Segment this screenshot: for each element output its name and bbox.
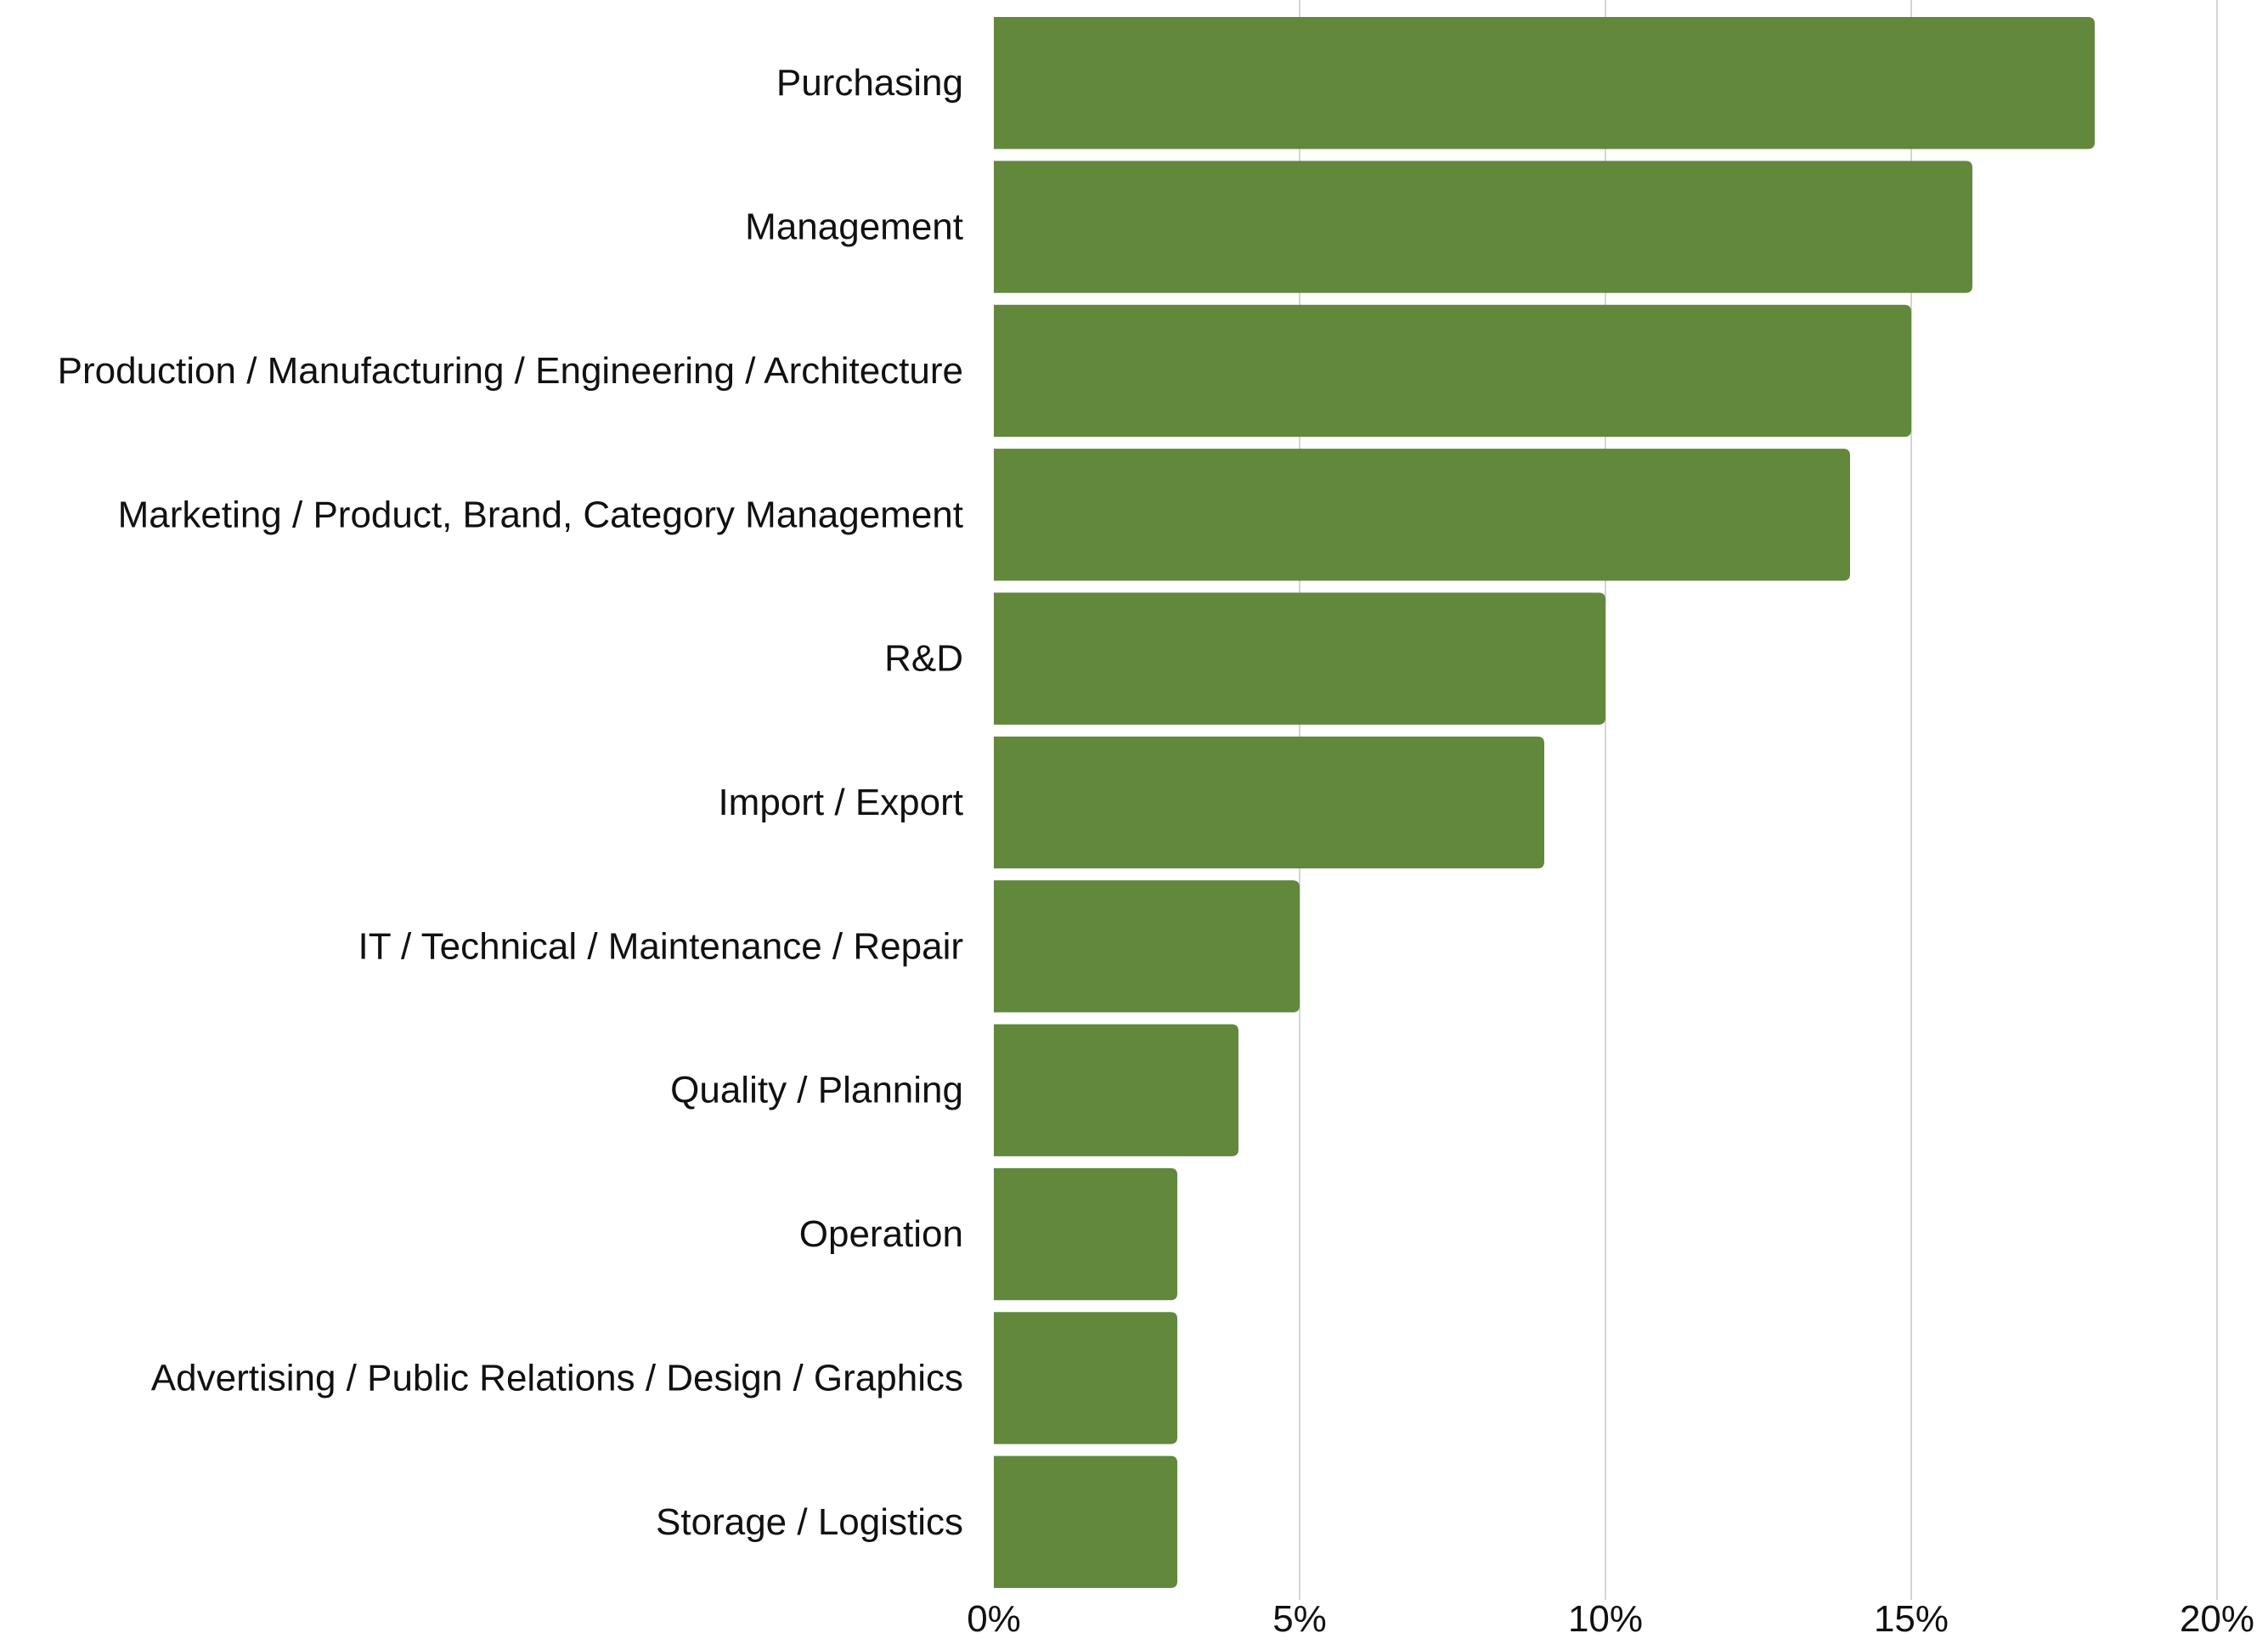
category-label-production-manufacturing-engineering-architecture: Production / Manufacturing / Engineering… xyxy=(58,350,963,392)
category-label-it-technical-maintenance-repair: IT / Technical / Maintenance / Repair xyxy=(358,925,963,967)
category-label-management: Management xyxy=(745,206,963,248)
category-label-import-export: Import / Export xyxy=(718,782,963,823)
x-tick-label-15: 15% xyxy=(1874,1598,1949,1640)
category-label-operation: Operation xyxy=(799,1213,963,1255)
bar-purchasing xyxy=(994,17,2095,150)
bars xyxy=(994,17,2095,1588)
category-label-advertising-public-relations-design-graphics: Advertising / Public Relations / Design … xyxy=(151,1357,963,1399)
bar-import-export xyxy=(994,736,1544,869)
bar-it-technical-maintenance-repair xyxy=(994,880,1300,1013)
bar-marketing-product-brand-category-management xyxy=(994,449,1850,581)
bar-operation xyxy=(994,1167,1177,1301)
bar-storage-logistics xyxy=(994,1455,1177,1588)
x-tick-labels: 0% 5% 10% 15% 20% xyxy=(967,1598,2254,1640)
category-labels: Purchasing Management Production / Manufac… xyxy=(58,62,963,1543)
bar-quality-planning xyxy=(994,1024,1238,1156)
x-tick-label-20: 20% xyxy=(2180,1598,2254,1640)
category-label-purchasing: Purchasing xyxy=(776,62,963,104)
category-label-storage-logistics: Storage / Logistics xyxy=(656,1501,963,1543)
category-label-r-d: R&D xyxy=(884,638,963,680)
bar-management xyxy=(994,161,1972,293)
bar-r-d xyxy=(994,592,1605,725)
x-tick-label-10: 10% xyxy=(1568,1598,1643,1640)
bar-advertising-public-relations-design-graphics xyxy=(994,1312,1177,1444)
x-tick-label-5: 5% xyxy=(1272,1598,1327,1640)
category-label-quality-planning: Quality / Planning xyxy=(670,1070,963,1111)
bar-production-manufacturing-engineering-architecture xyxy=(994,304,1911,438)
x-tick-label-0: 0% xyxy=(967,1598,1021,1640)
category-label-marketing-product-brand-category-management: Marketing / Product, Brand, Category Man… xyxy=(118,494,963,535)
